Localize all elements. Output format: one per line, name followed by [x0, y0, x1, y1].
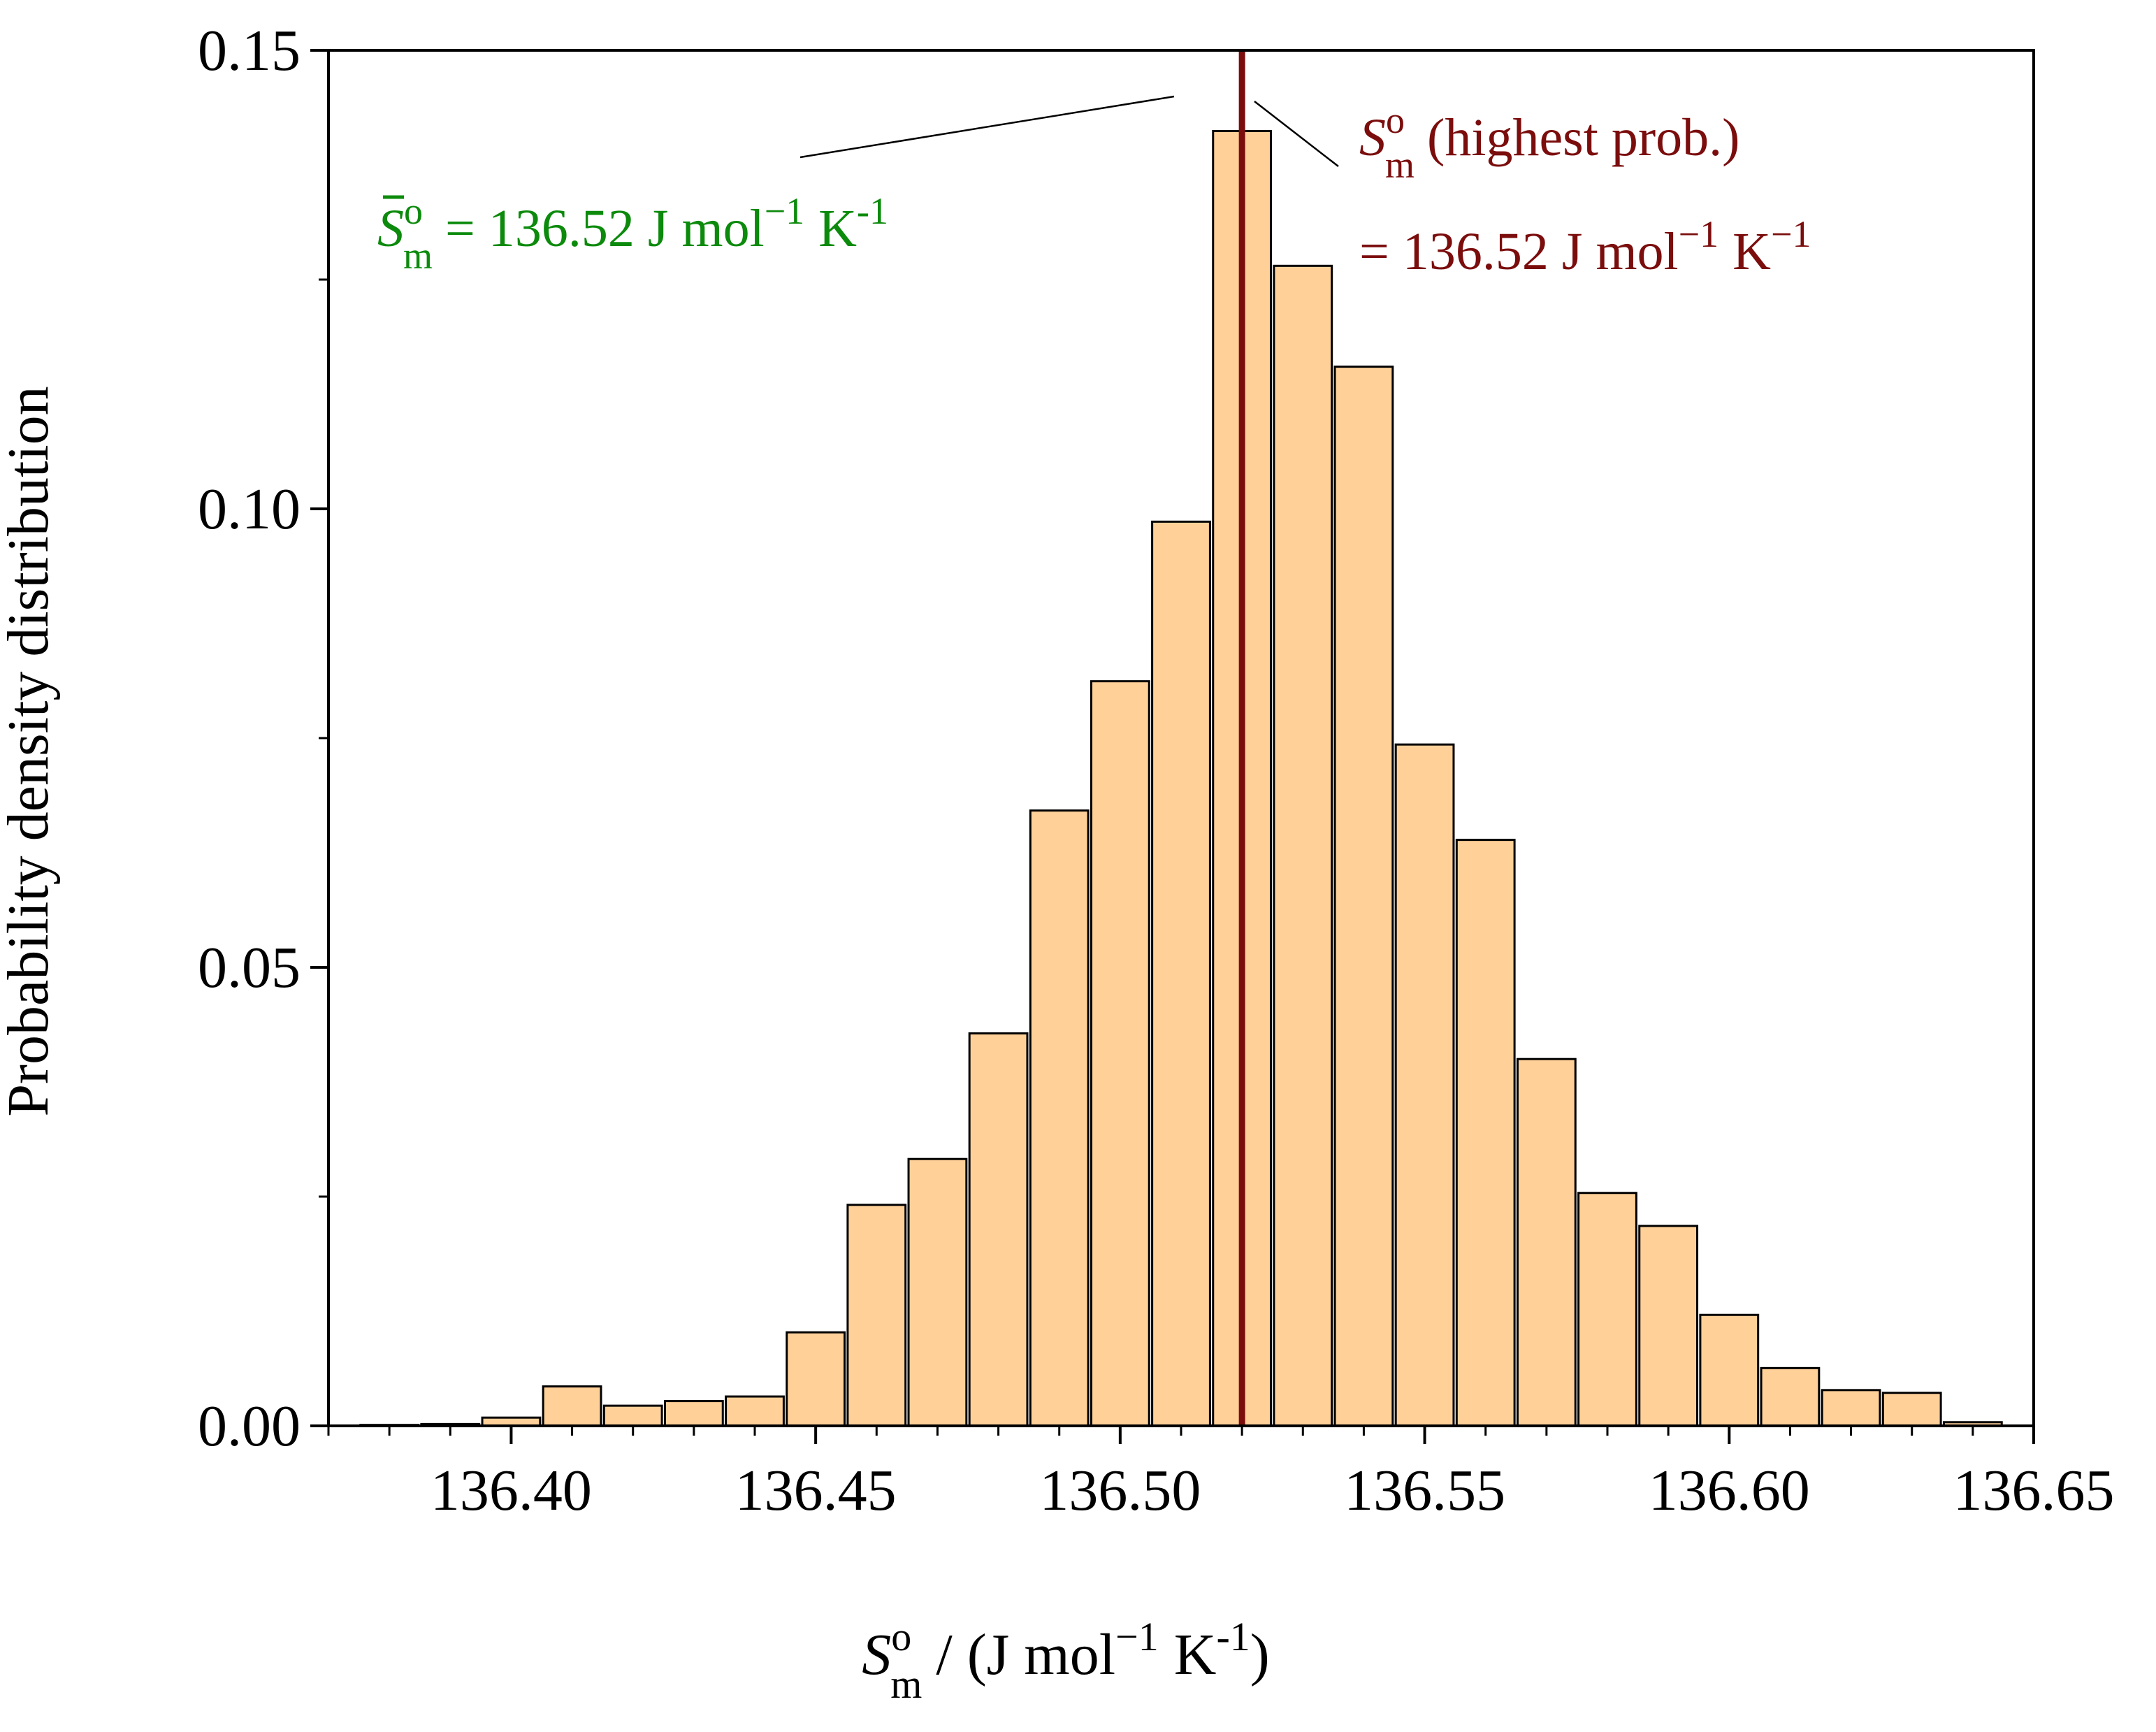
mode-leader-line: [1254, 101, 1339, 167]
histogram-bar: [1699, 1313, 1760, 1427]
histogram-bar: [1273, 264, 1333, 1427]
histogram-bar: [1333, 366, 1394, 1427]
y-tick-label: 0.10: [198, 477, 301, 542]
x-tick-label: 136.50: [1039, 1458, 1201, 1523]
mode-annotation-line2: = 136.52 J mol−1 K−1: [1359, 213, 1811, 281]
x-tick-label: 136.40: [431, 1458, 592, 1523]
histogram-bar: [1151, 520, 1211, 1427]
histogram-bar: [1455, 839, 1516, 1427]
y-tick-label: 0.15: [198, 18, 301, 83]
histogram-bar: [1029, 809, 1090, 1427]
mean-leader-line: [800, 95, 1175, 159]
y-tick-label: 0.00: [198, 1394, 301, 1459]
histogram-bar: [968, 1032, 1029, 1427]
histogram-bar: [907, 1157, 968, 1427]
x-tick-label: 136.65: [1953, 1458, 2115, 1523]
histogram-bar: [846, 1204, 907, 1427]
y-axis: 0.00 0.05 0.10 0.15: [198, 18, 328, 1459]
histogram-bar: [1394, 743, 1455, 1427]
histogram-bar: [1090, 680, 1150, 1427]
histogram-bar: [1881, 1392, 1942, 1427]
x-axis: 136.40 136.45 136.50 136.55 136.60 136.65: [327, 1426, 2115, 1523]
x-tick-label: 136.55: [1344, 1458, 1505, 1523]
bars-group: [359, 129, 2003, 1427]
histogram-bar: [1516, 1058, 1577, 1427]
histogram-bar: [786, 1331, 846, 1427]
mode-annotation-line1: So m (highest prob.): [1359, 99, 1739, 186]
x-axis-label: So m / (J mol−1 K-1): [862, 1614, 1270, 1707]
y-tick-label: 0.05: [198, 935, 301, 1000]
histogram-bar: [663, 1400, 724, 1427]
histogram-bar: [1760, 1366, 1821, 1427]
mean-annotation: So m = 136.52 J mol−1 K-1: [377, 190, 888, 277]
histogram-bar: [1821, 1389, 1881, 1427]
histogram-bar: [602, 1404, 663, 1427]
histogram-bar: [542, 1385, 602, 1427]
x-tick-label: 136.45: [735, 1458, 897, 1523]
x-tick-label: 136.60: [1649, 1458, 1810, 1523]
histogram-bar: [1638, 1225, 1699, 1427]
y-axis-label: Probability density distribution: [0, 386, 61, 1116]
histogram-bar: [1577, 1192, 1637, 1427]
histogram-bar: [725, 1395, 785, 1427]
